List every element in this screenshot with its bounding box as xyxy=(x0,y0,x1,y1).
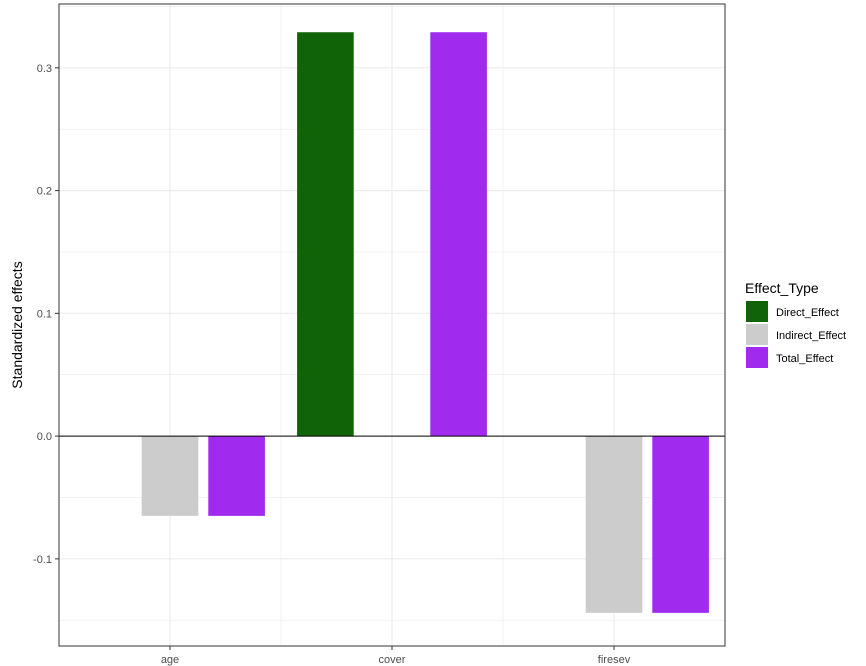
bars-group xyxy=(141,32,709,613)
legend-label-direct-effect: Direct_Effect xyxy=(776,307,839,319)
y-tick-label: -0.1 xyxy=(33,554,52,566)
x-axis: age cover firesev xyxy=(161,646,631,666)
bar-firesev-total-effect xyxy=(652,436,709,613)
y-axis-title: Standardized effects xyxy=(9,261,25,388)
legend-label-total-effect: Total_Effect xyxy=(776,353,833,365)
bar-cover-total-effect xyxy=(430,32,487,437)
x-tick-label-age: age xyxy=(161,654,179,666)
x-tick-label-cover: cover xyxy=(379,654,406,666)
y-axis: -0.1 0.0 0.1 0.2 0.3 xyxy=(33,63,59,566)
y-tick-label: 0.1 xyxy=(37,308,52,320)
bar-cover-direct-effect xyxy=(297,32,354,437)
bar-age-total-effect xyxy=(208,436,265,516)
x-tick-label-firesev: firesev xyxy=(598,654,631,666)
legend-key-total-effect xyxy=(746,347,768,368)
y-tick-label: 0.3 xyxy=(37,63,52,75)
bar-firesev-indirect-effect xyxy=(585,436,643,613)
legend-title: Effect_Type xyxy=(745,280,819,296)
bar-age-indirect-effect xyxy=(141,436,199,516)
y-tick-label: 0.2 xyxy=(37,186,52,198)
y-tick-label: 0.0 xyxy=(37,431,52,443)
legend-label-indirect-effect: Indirect_Effect xyxy=(776,330,846,342)
legend: Effect_Type Direct_Effect Indirect_Effect… xyxy=(745,280,846,368)
legend-key-indirect-effect xyxy=(746,324,768,345)
legend-key-direct-effect xyxy=(746,301,768,322)
